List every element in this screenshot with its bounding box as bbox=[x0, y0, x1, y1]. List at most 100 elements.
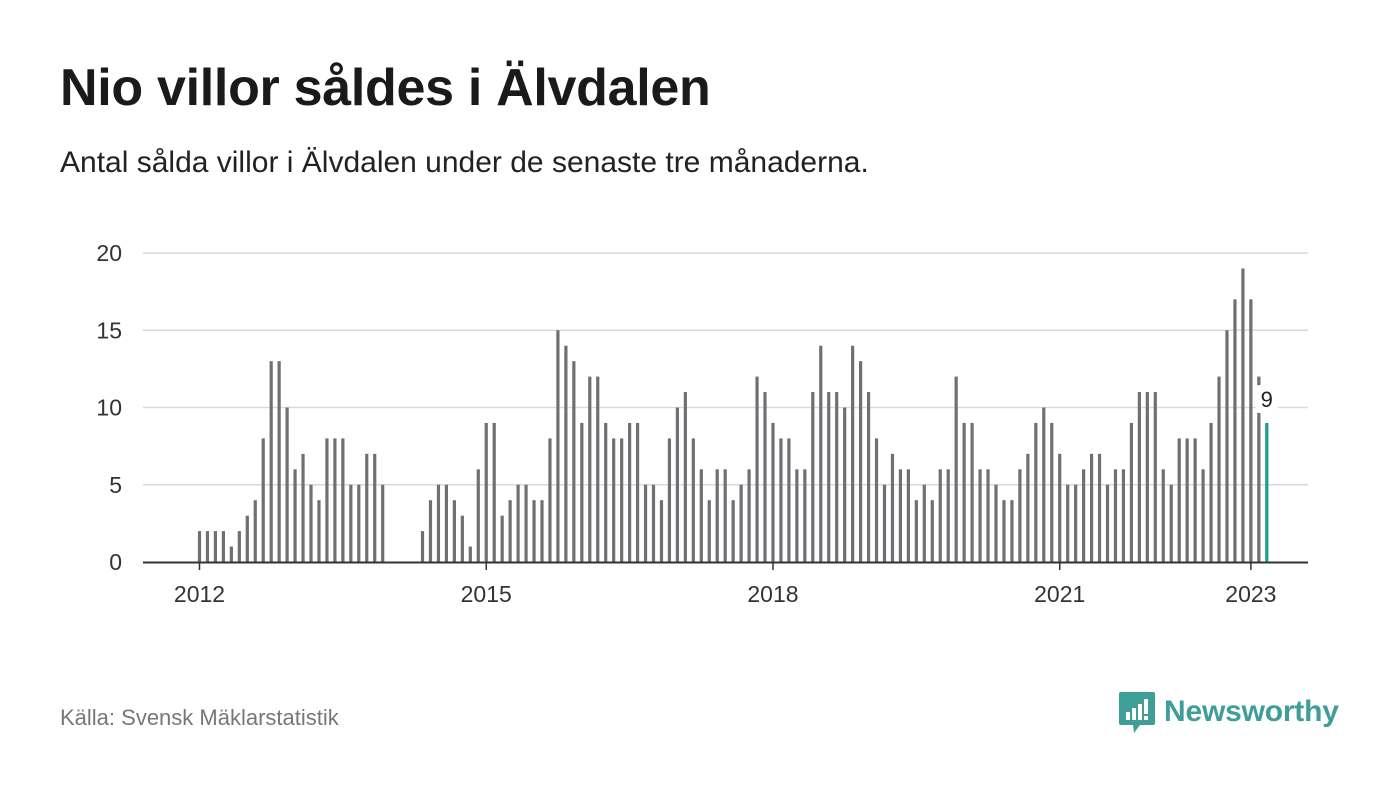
bar bbox=[269, 361, 273, 562]
y-tick-label: 10 bbox=[96, 395, 122, 421]
bar bbox=[532, 500, 536, 562]
bar bbox=[428, 500, 433, 562]
bar bbox=[484, 422, 488, 562]
bar bbox=[572, 361, 576, 562]
bar bbox=[1241, 268, 1245, 562]
bar bbox=[667, 438, 672, 562]
bar bbox=[707, 500, 711, 562]
newsworthy-logo: Newsworthy bbox=[1118, 690, 1339, 734]
bar bbox=[986, 469, 990, 562]
bar bbox=[253, 500, 257, 562]
bar bbox=[930, 500, 934, 562]
bar bbox=[890, 453, 895, 562]
bar bbox=[197, 531, 202, 562]
chart-subtitle: Antal sålda villor i Älvdalen under de s… bbox=[60, 146, 869, 179]
bar bbox=[325, 438, 329, 562]
bar bbox=[1026, 453, 1030, 562]
bar bbox=[1002, 500, 1006, 562]
bar bbox=[835, 392, 839, 562]
bar bbox=[444, 484, 449, 562]
bar bbox=[763, 392, 767, 562]
last-value-label: 9 bbox=[1261, 387, 1273, 412]
bar bbox=[691, 438, 695, 562]
bar bbox=[699, 469, 703, 562]
x-tick-label: 2021 bbox=[1034, 581, 1085, 607]
annotations: 9 bbox=[1255, 384, 1278, 413]
bar bbox=[1249, 299, 1253, 562]
bar bbox=[556, 330, 560, 562]
bar bbox=[1169, 484, 1173, 562]
bar bbox=[205, 531, 210, 562]
bar bbox=[635, 422, 640, 562]
bar bbox=[643, 484, 648, 562]
bar bbox=[436, 484, 441, 562]
bar bbox=[620, 438, 624, 562]
bar bbox=[229, 546, 233, 562]
bar bbox=[811, 392, 815, 562]
bar bbox=[1082, 469, 1086, 562]
brand-name: Newsworthy bbox=[1164, 695, 1339, 728]
bar bbox=[906, 469, 910, 562]
bar bbox=[508, 500, 512, 562]
x-tick-label: 2012 bbox=[174, 581, 225, 607]
bar bbox=[1185, 438, 1189, 562]
bar bbox=[1145, 392, 1149, 562]
bar bbox=[1153, 392, 1157, 562]
bar bbox=[1105, 484, 1110, 562]
bar bbox=[1201, 469, 1205, 562]
y-tick-label: 0 bbox=[109, 549, 122, 575]
bar bbox=[1193, 438, 1197, 562]
bar bbox=[1113, 469, 1118, 562]
bar bbox=[739, 484, 743, 562]
bar bbox=[827, 392, 831, 562]
bar bbox=[755, 376, 759, 562]
bar bbox=[1018, 469, 1022, 562]
bar bbox=[843, 407, 847, 562]
x-tick-label: 2023 bbox=[1225, 581, 1276, 607]
bar bbox=[452, 500, 456, 562]
bar bbox=[516, 484, 520, 562]
y-tick-label: 5 bbox=[109, 472, 122, 498]
bar bbox=[420, 531, 425, 562]
bar bbox=[1097, 453, 1102, 562]
bar bbox=[659, 500, 664, 562]
bar bbox=[1161, 469, 1165, 562]
bar bbox=[564, 345, 568, 562]
newsworthy-logo-icon bbox=[1119, 692, 1155, 733]
bar bbox=[1050, 422, 1054, 562]
bar bbox=[1257, 376, 1261, 562]
bar bbox=[1225, 330, 1229, 562]
bar bbox=[277, 361, 281, 562]
source-note: Källa: Svensk Mäklarstatistik bbox=[60, 705, 339, 730]
bar bbox=[500, 515, 504, 562]
bar bbox=[1233, 299, 1237, 562]
bar bbox=[771, 422, 775, 562]
bar bbox=[866, 392, 871, 562]
bar bbox=[874, 438, 879, 562]
bar bbox=[1137, 392, 1141, 562]
bar-highlight bbox=[1265, 422, 1269, 562]
bar bbox=[604, 422, 608, 562]
bar bbox=[1129, 422, 1134, 562]
bar bbox=[460, 515, 464, 562]
bar bbox=[213, 531, 218, 562]
bar bbox=[492, 422, 496, 562]
bar bbox=[237, 531, 241, 562]
bar bbox=[938, 469, 942, 562]
bar bbox=[731, 500, 735, 562]
bar bbox=[1034, 422, 1038, 562]
bar bbox=[970, 422, 974, 562]
bar bbox=[365, 453, 369, 562]
bar bbox=[859, 361, 863, 562]
bar bbox=[580, 422, 584, 562]
bar bbox=[261, 438, 265, 562]
bar bbox=[882, 484, 887, 562]
bar bbox=[819, 345, 823, 562]
bar bbox=[675, 407, 679, 562]
bar bbox=[1177, 438, 1181, 562]
bar bbox=[381, 484, 385, 562]
bar bbox=[333, 438, 337, 562]
bars bbox=[197, 268, 1269, 562]
bar bbox=[1209, 422, 1213, 562]
bar bbox=[683, 392, 687, 562]
